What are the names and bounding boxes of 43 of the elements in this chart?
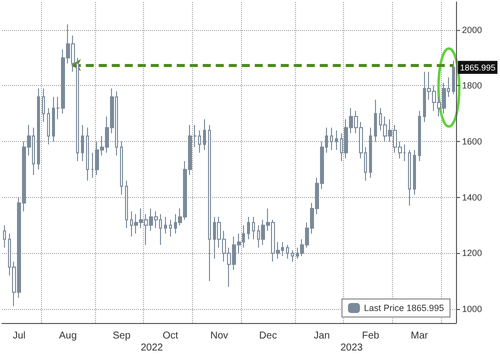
- legend-label: Last Price 1865.995: [364, 303, 444, 313]
- candlestick: [374, 99, 377, 142]
- y-tick-label: 1200: [462, 248, 482, 258]
- candlestick: [252, 216, 255, 240]
- y-tick-label: 2000: [462, 24, 482, 35]
- candlestick: [86, 127, 89, 182]
- candlestick: [81, 124, 84, 162]
- y-tick-label: 1600: [462, 136, 482, 147]
- candlestick: [203, 118, 206, 150]
- x-tick-label: Sep: [112, 330, 131, 342]
- x-tick-label: Jan: [314, 330, 330, 342]
- annotation: 1865.995: [460, 62, 496, 72]
- x-tick-label: Feb: [362, 330, 380, 342]
- x-tick-label: Oct: [162, 330, 178, 342]
- y-tick-label: 1000: [462, 304, 482, 314]
- candlestick: [335, 130, 338, 150]
- candlestick: [330, 127, 333, 150]
- y-tick-label: 1400: [462, 192, 482, 202]
- y-tick-label: 1800: [462, 80, 482, 91]
- candlestick: [37, 88, 40, 170]
- x-tick-label: Nov: [210, 330, 228, 342]
- candlestick: [164, 216, 167, 234]
- candlestick: [291, 250, 294, 262]
- candlestick: [169, 219, 172, 237]
- x-tick-label: Jul: [12, 330, 26, 342]
- x-tick-label: Dec: [259, 330, 277, 342]
- candlestick: [369, 127, 372, 178]
- candlestick: [47, 108, 50, 145]
- x-tick-label: Aug: [59, 330, 77, 342]
- candlestick: [452, 60, 455, 95]
- candlestick: [413, 149, 416, 196]
- candlestick: [418, 110, 421, 162]
- candlestick: [3, 224, 6, 248]
- candlestick: [125, 180, 128, 229]
- candlestick: [42, 88, 45, 123]
- candlestick: [408, 149, 411, 206]
- candlestick: [208, 124, 211, 282]
- candlestick: [247, 216, 250, 240]
- candlestick: [286, 244, 289, 260]
- text: 2022: [140, 342, 164, 354]
- text: 2023: [340, 342, 364, 354]
- x-tick-label: Mar: [410, 330, 429, 342]
- candlestick: [120, 141, 123, 196]
